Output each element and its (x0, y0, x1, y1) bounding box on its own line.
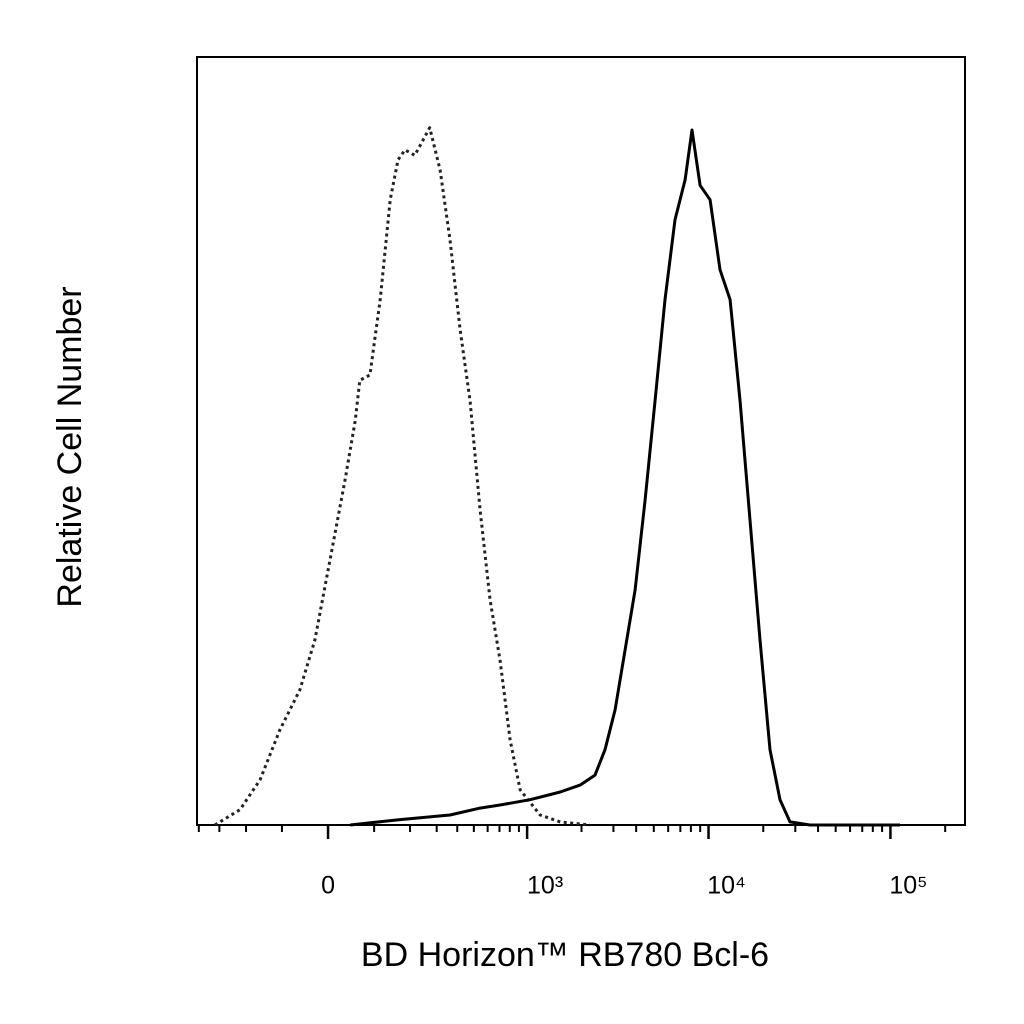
x-tick-label: 10³ (527, 872, 563, 900)
x-tick-label: 0 (321, 872, 335, 900)
histogram-line (350, 128, 900, 827)
x-tick-label: 10⁴ (707, 872, 746, 900)
plot-frame (196, 56, 966, 826)
histogram-line (214, 126, 591, 827)
y-axis-label: Relative Cell Number (51, 286, 89, 607)
x-axis-label: BD Horizon™ RB780 Bcl-6 (361, 936, 769, 974)
x-tick-label: 10⁵ (889, 872, 927, 900)
